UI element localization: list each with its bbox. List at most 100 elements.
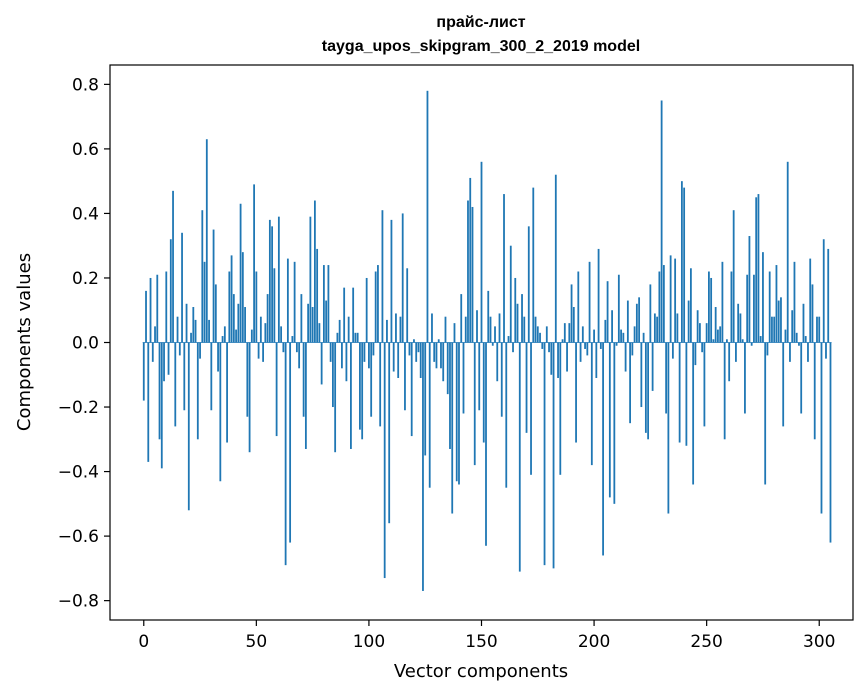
bar <box>471 206 474 343</box>
bar <box>453 323 456 343</box>
bar <box>158 342 161 440</box>
bar <box>737 303 740 343</box>
bar <box>633 326 636 343</box>
bar <box>428 342 431 488</box>
bar <box>322 265 325 343</box>
y-tick-label: −0.6 <box>58 527 99 547</box>
y-tick-label: −0.4 <box>58 463 99 483</box>
bar <box>219 342 222 482</box>
bar <box>723 342 726 440</box>
bar <box>433 342 436 362</box>
bar <box>771 316 773 343</box>
bar <box>480 161 483 343</box>
bar <box>302 342 305 417</box>
bar <box>235 329 237 343</box>
bar <box>255 271 258 343</box>
bar <box>820 342 823 514</box>
bar <box>816 316 818 343</box>
bar <box>185 303 188 343</box>
bar <box>424 342 427 456</box>
bar <box>640 342 643 408</box>
bar <box>498 313 501 343</box>
bar <box>739 313 742 343</box>
bar <box>786 161 789 343</box>
bar <box>476 310 478 343</box>
bar <box>775 265 778 343</box>
bar <box>773 316 776 343</box>
bar <box>194 319 197 343</box>
bar <box>703 342 706 427</box>
bar <box>250 329 253 343</box>
bar <box>741 339 744 343</box>
bar <box>548 342 550 353</box>
bar <box>674 258 677 343</box>
bar <box>325 300 328 343</box>
bar <box>489 316 492 343</box>
bar <box>683 187 686 343</box>
chart-subtitle: tayga_upos_skipgram_300_2_2019 model <box>322 38 640 55</box>
bar <box>710 277 713 343</box>
bar <box>554 174 557 343</box>
bar <box>748 236 751 343</box>
bar <box>208 319 210 343</box>
bar <box>259 316 262 343</box>
bar <box>509 245 512 343</box>
bar <box>635 303 638 343</box>
bar <box>532 187 535 343</box>
bar <box>300 294 303 343</box>
bar <box>568 323 571 343</box>
x-tick-label: 50 <box>246 632 268 652</box>
bar <box>365 277 368 343</box>
bar <box>696 310 699 343</box>
bar <box>341 342 343 369</box>
bar <box>530 342 532 475</box>
bar <box>572 307 575 343</box>
bar <box>478 342 481 411</box>
bar <box>268 219 271 343</box>
bar <box>595 342 598 378</box>
bar <box>557 342 559 378</box>
bar <box>284 342 287 566</box>
bar <box>244 307 246 343</box>
bar <box>514 277 517 343</box>
bar <box>381 210 384 343</box>
bar <box>226 342 228 443</box>
bar <box>503 194 505 343</box>
bar <box>766 342 769 356</box>
bar <box>717 329 719 343</box>
bar <box>442 342 445 382</box>
bar <box>149 277 152 343</box>
bar <box>523 316 526 343</box>
bar <box>536 326 539 343</box>
bar <box>802 303 805 343</box>
bar <box>345 342 348 382</box>
bar <box>496 342 499 382</box>
bar <box>183 342 186 411</box>
bar <box>559 342 562 475</box>
bar <box>467 200 469 343</box>
bar <box>755 197 758 343</box>
bar <box>671 342 674 359</box>
bar <box>169 239 172 343</box>
bar <box>379 342 382 427</box>
bar <box>395 313 397 343</box>
y-tick-label: −0.2 <box>58 398 99 418</box>
bar <box>500 342 503 417</box>
bar <box>746 274 749 343</box>
bar <box>626 300 629 343</box>
bar <box>190 332 192 343</box>
bar <box>651 342 654 391</box>
bar <box>642 332 645 343</box>
bar <box>374 271 377 343</box>
bar <box>534 316 537 343</box>
bar <box>545 326 548 343</box>
bar <box>658 271 661 343</box>
bar <box>762 252 764 343</box>
bar <box>649 284 652 343</box>
bar <box>147 342 150 462</box>
bar <box>266 294 269 343</box>
bar <box>543 342 546 566</box>
bar <box>397 342 400 378</box>
bar <box>784 329 787 343</box>
x-axis-label: Vector components <box>394 661 568 682</box>
